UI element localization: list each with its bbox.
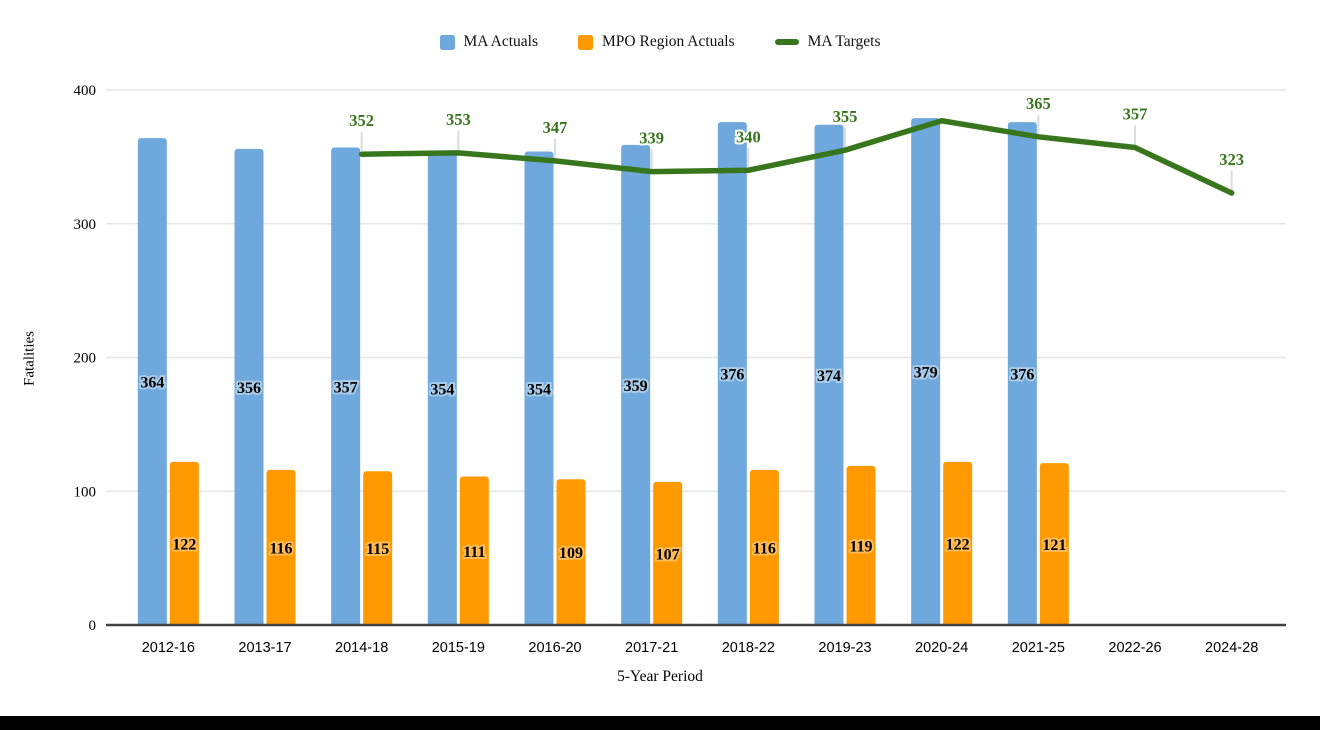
bar-value-label: 357 [334, 379, 358, 396]
bar-ma-actuals [524, 151, 554, 625]
legend-item-ma-actuals: MA Actuals [439, 33, 539, 51]
y-axis-title: Fatalities [21, 331, 38, 386]
bar-value-label: 121 [1042, 537, 1066, 554]
bar-value-label: 107 [656, 546, 680, 563]
bottom-black-bar [0, 716, 1320, 730]
target-value-label: 365 [1026, 94, 1051, 113]
bar-value-label: 356 [237, 380, 261, 397]
bar-value-label: 122 [172, 536, 196, 553]
x-axis-tick-label: 2019-23 [818, 640, 871, 656]
target-value-label: 357 [1123, 105, 1148, 124]
legend-swatch-ma-targets-icon [774, 39, 799, 45]
x-axis-tick-label: 2013-17 [238, 640, 291, 656]
bar-value-label: 376 [1010, 367, 1034, 384]
bar-mpo-region-actuals [749, 469, 779, 625]
bar-mpo-region-actuals [266, 469, 296, 625]
bar-ma-actuals [814, 124, 844, 626]
x-axis-tick-label: 2024-28 [1205, 640, 1258, 656]
x-axis-tick-label: 2018-22 [722, 640, 775, 656]
y-axis-tick-label: 100 [74, 484, 97, 500]
bar-ma-actuals [717, 122, 747, 625]
legend-item-mpo-region-actuals: MPO Region Actuals [578, 33, 735, 51]
bar-ma-actuals [427, 151, 457, 625]
bar-value-label: 376 [720, 367, 744, 384]
bar-value-label: 116 [753, 540, 776, 557]
legend-swatch-mpo-region-actuals-icon [578, 34, 594, 50]
legend-swatch-ma-actuals-icon [439, 34, 455, 50]
bar-value-label: 115 [366, 541, 389, 558]
bar-mpo-region-actuals [653, 481, 683, 625]
bar-ma-actuals [621, 144, 651, 625]
bar-mpo-region-actuals [556, 479, 586, 625]
bar-value-label: 119 [849, 538, 872, 555]
bar-value-label: 116 [269, 540, 292, 557]
bar-mpo-region-actuals [363, 471, 393, 625]
target-value-label: 323 [1219, 150, 1244, 169]
bar-mpo-region-actuals [943, 461, 973, 625]
x-axis-tick-label: 2016-20 [528, 640, 581, 656]
y-axis-tick-label: 400 [74, 83, 97, 99]
bar-value-label: 359 [624, 378, 648, 395]
bar-ma-actuals [137, 138, 167, 625]
bar-mpo-region-actuals [1039, 463, 1069, 625]
y-axis-tick-label: 300 [74, 217, 97, 233]
legend-label-mpo-region-actuals: MPO Region Actuals [602, 33, 735, 50]
x-axis-tick-label: 2020-24 [915, 640, 968, 656]
bar-value-label: 109 [559, 545, 583, 562]
chart-legend: MA Actuals MPO Region Actuals MA Targets [0, 33, 1320, 51]
y-axis-tick-label: 200 [74, 351, 97, 367]
target-value-label: 353 [446, 110, 471, 129]
target-value-label: 355 [833, 107, 858, 126]
bar-ma-actuals [911, 118, 941, 626]
bar-mpo-region-actuals [169, 461, 199, 625]
x-axis-tick-label: 2012-16 [142, 640, 195, 656]
bar-ma-actuals [234, 148, 264, 625]
bar-value-label: 374 [817, 368, 841, 385]
bar-value-label: 354 [527, 381, 551, 398]
x-axis-tick-label: 2015-19 [432, 640, 485, 656]
bar-value-label: 364 [140, 375, 164, 392]
x-axis-title: 5-Year Period [617, 668, 703, 685]
bar-ma-actuals [1007, 122, 1037, 625]
target-value-label: 340 [736, 127, 761, 146]
target-value-label: 352 [349, 111, 374, 130]
legend-item-ma-targets: MA Targets [774, 33, 881, 51]
bar-mpo-region-actuals [459, 476, 489, 625]
bar-ma-actuals [331, 147, 361, 625]
x-axis-tick-label: 2022-26 [1108, 640, 1161, 656]
bar-value-label: 111 [463, 544, 485, 561]
x-axis-tick-label: 2017-21 [625, 640, 678, 656]
legend-label-ma-targets: MA Targets [807, 33, 881, 50]
y-axis-tick-label: 0 [89, 618, 97, 634]
x-axis-tick-label: 2021-25 [1012, 640, 1065, 656]
target-value-label: 347 [543, 118, 568, 137]
bar-value-label: 122 [946, 536, 970, 553]
target-value-label: 339 [639, 129, 664, 148]
bar-value-label: 354 [430, 381, 454, 398]
legend-label-ma-actuals: MA Actuals [463, 33, 539, 50]
ma-targets-line [358, 118, 1235, 196]
bar-mpo-region-actuals [846, 465, 876, 625]
bar-value-label: 379 [914, 365, 938, 382]
x-axis-tick-label: 2014-18 [335, 640, 388, 656]
